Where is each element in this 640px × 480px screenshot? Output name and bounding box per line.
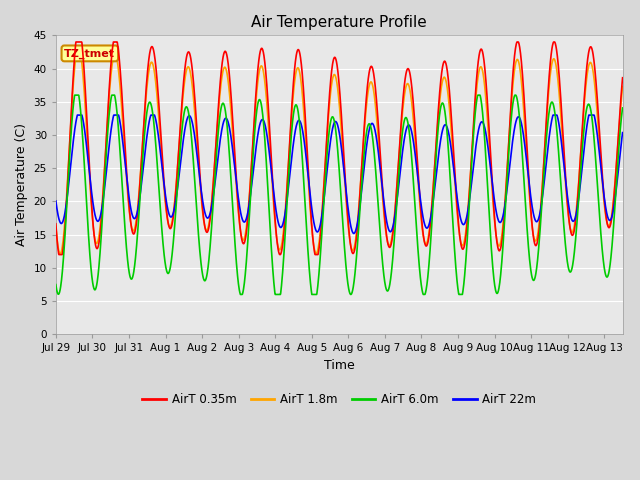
Y-axis label: Air Temperature (C): Air Temperature (C) xyxy=(15,123,28,246)
Text: TZ_tmet: TZ_tmet xyxy=(65,48,115,59)
Title: Air Temperature Profile: Air Temperature Profile xyxy=(252,15,427,30)
X-axis label: Time: Time xyxy=(324,359,355,372)
Legend: AirT 0.35m, AirT 1.8m, AirT 6.0m, AirT 22m: AirT 0.35m, AirT 1.8m, AirT 6.0m, AirT 2… xyxy=(138,388,541,410)
